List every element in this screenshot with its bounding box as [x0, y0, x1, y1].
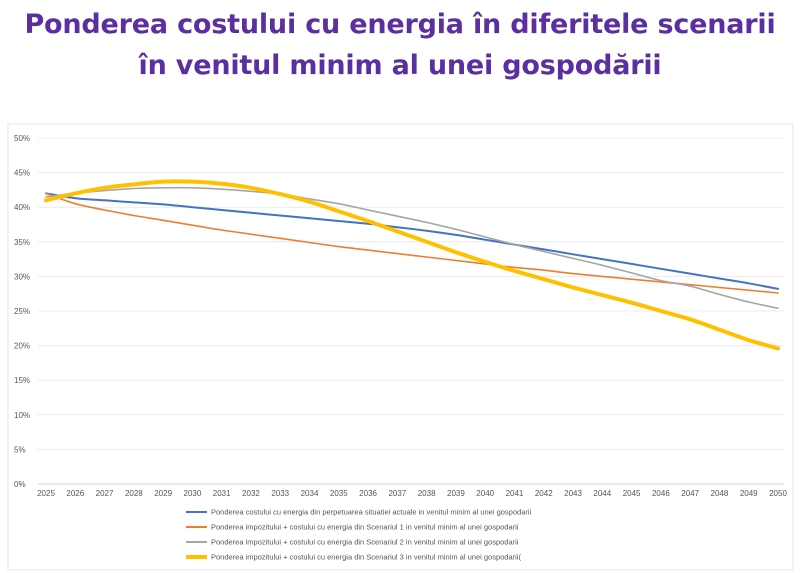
y-tick-label: 5%	[14, 445, 26, 454]
x-tick-label: 2030	[184, 489, 202, 498]
x-tick-label: 2039	[447, 489, 465, 498]
series-line-scenario-3	[44, 179, 780, 351]
y-tick-label: 20%	[14, 342, 30, 351]
x-tick-label: 2027	[96, 489, 114, 498]
series-lines	[44, 179, 780, 351]
title-line-1: Ponderea costului cu energia în diferite…	[24, 9, 776, 40]
x-tick-label: 2040	[476, 489, 494, 498]
y-tick-label: 30%	[14, 272, 30, 281]
x-tick-label: 2041	[506, 489, 524, 498]
y-tick-label: 40%	[14, 203, 30, 212]
y-tick-label: 15%	[14, 376, 30, 385]
x-tick-label: 2046	[652, 489, 670, 498]
gridlines	[38, 137, 784, 485]
series-line-scenario-1	[45, 192, 779, 294]
x-tick-label: 2042	[535, 489, 553, 498]
y-tick-label: 50%	[14, 134, 30, 143]
x-tick-label: 2038	[418, 489, 436, 498]
x-tick-label: 2025	[37, 489, 55, 498]
chart-frame	[7, 123, 794, 571]
legend: Ponderea costului cu energia din perpetu…	[186, 508, 532, 562]
x-tick-label: 2029	[154, 489, 172, 498]
x-tick-label: 2028	[125, 489, 143, 498]
x-tick-label: 2045	[623, 489, 641, 498]
legend-label: Ponderea impozitului + costului cu energ…	[211, 553, 521, 562]
legend-label: Ponderea costului cu energia din perpetu…	[211, 508, 532, 517]
y-tick-label: 45%	[14, 169, 30, 178]
x-tick-label: 2026	[66, 489, 84, 498]
x-tick-label: 2035	[330, 489, 348, 498]
x-axis-ticks: 2025 2026 2027 2028 2029 2030 2031 2032 2033 2034…	[37, 489, 787, 498]
x-tick-label: 2036	[359, 489, 377, 498]
x-tick-label: 2032	[242, 489, 260, 498]
series-line-scenario-2	[45, 186, 779, 309]
x-tick-label: 2047	[681, 489, 699, 498]
y-axis-ticks: 0% 5% 10% 15% 20% 25% 30% 35% 40% 45% 50%	[14, 134, 30, 489]
x-tick-label: 2037	[388, 489, 406, 498]
x-tick-label: 2049	[740, 489, 758, 498]
y-tick-label: 25%	[14, 307, 30, 316]
x-tick-label: 2048	[711, 489, 729, 498]
y-tick-label: 35%	[14, 238, 30, 247]
legend-label: Ponderea impozitului + costului cu energ…	[211, 538, 519, 547]
title-line-2: în venitul minim al unei gospodării	[138, 50, 662, 81]
legend-label: Ponderea impozitului + costului cu energ…	[211, 523, 519, 532]
x-tick-label: 2050	[769, 489, 787, 498]
series-line-actual	[45, 192, 779, 290]
x-tick-label: 2031	[213, 489, 231, 498]
x-tick-label: 2033	[271, 489, 289, 498]
x-tick-label: 2034	[301, 489, 319, 498]
y-tick-label: 0%	[14, 480, 26, 489]
y-tick-label: 10%	[14, 411, 30, 420]
x-tick-label: 2043	[564, 489, 582, 498]
chart-title: Ponderea costului cu energia în diferite…	[0, 4, 800, 86]
x-tick-label: 2044	[593, 489, 611, 498]
